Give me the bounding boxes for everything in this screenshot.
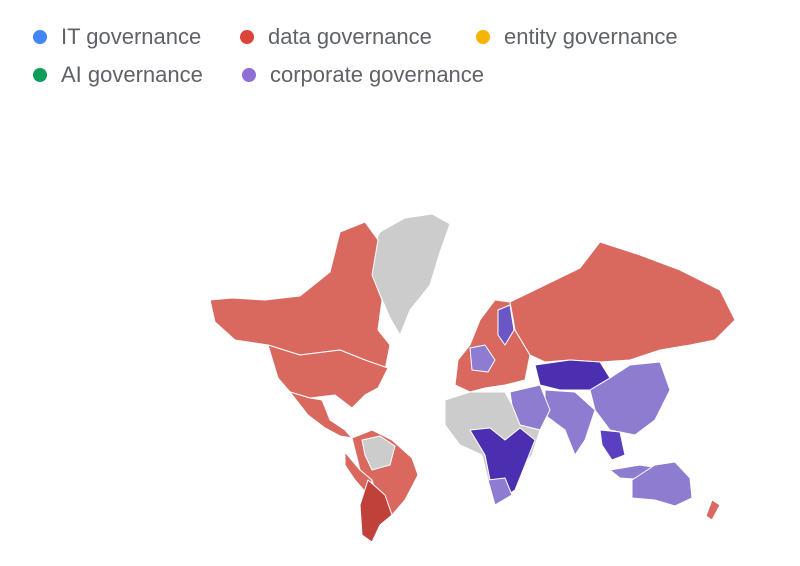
legend-item[interactable]: data governance — [240, 24, 432, 50]
legend-label: IT governance — [61, 24, 202, 49]
legend-dot — [33, 68, 47, 82]
central-america — [289, 391, 353, 439]
north-america-north — [209, 221, 391, 371]
legend-label: corporate governance — [270, 62, 485, 87]
scandinavia-purple — [497, 304, 515, 346]
legend-dot — [242, 68, 256, 82]
legend-dot — [240, 30, 254, 44]
legend-item[interactable]: AI governance — [33, 62, 203, 88]
legend-label: AI governance — [61, 62, 203, 87]
new-zealand — [705, 499, 721, 521]
legend-item[interactable]: entity governance — [476, 24, 678, 50]
legend-dot — [476, 30, 490, 44]
south-asia — [544, 389, 596, 456]
legend-dot — [33, 30, 47, 44]
africa-purple — [469, 427, 536, 501]
russia — [509, 241, 736, 363]
legend-item[interactable]: corporate governance — [242, 62, 484, 88]
southeast-asia — [599, 429, 626, 461]
legend-item[interactable]: IT governance — [33, 24, 201, 50]
greenland — [364, 213, 451, 336]
legend-label: entity governance — [504, 24, 678, 49]
legend-label: data governance — [268, 24, 432, 49]
east-asia — [589, 361, 671, 436]
africa-light — [487, 477, 513, 506]
australia — [631, 461, 693, 507]
south-america-gray — [361, 435, 396, 471]
europe-purple — [469, 344, 496, 373]
argentina — [359, 479, 393, 543]
